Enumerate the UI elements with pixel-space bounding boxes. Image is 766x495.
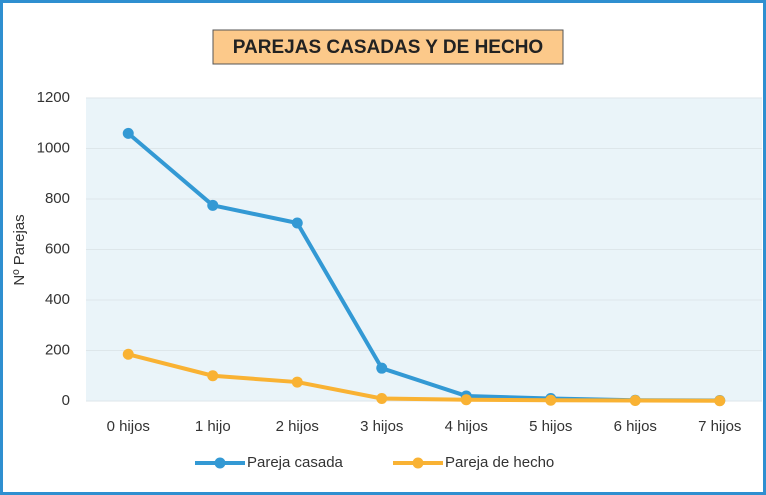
data-point	[714, 395, 726, 407]
y-tick-label: 1000	[37, 139, 70, 156]
series-line	[127, 352, 720, 403]
data-point	[460, 394, 472, 406]
y-tick-label: 800	[45, 190, 70, 207]
x-tick-label: 7 hijos	[698, 418, 741, 435]
x-tick-label: 4 hijos	[445, 418, 488, 435]
y-tick-label: 1200	[37, 89, 70, 106]
x-tick-label: 0 hijos	[107, 418, 150, 435]
y-tick-label: 0	[62, 392, 70, 409]
x-tick-label: 5 hijos	[529, 418, 572, 435]
y-axis-label: Nº Parejas	[11, 214, 28, 285]
x-tick-label: 6 hijos	[614, 418, 657, 435]
data-point	[376, 362, 388, 374]
y-tick-label: 200	[45, 341, 70, 358]
title-box	[212, 29, 564, 65]
x-tick-label: 3 hijos	[360, 418, 403, 435]
x-tick-label: 2 hijos	[276, 418, 319, 435]
data-point	[207, 370, 219, 382]
legend-label: Pareja casada	[247, 454, 344, 471]
legend-label: Pareja de hecho	[445, 454, 554, 471]
data-point	[291, 217, 303, 229]
chart-title: PAREJAS CASADAS Y DE HECHO	[233, 37, 543, 58]
data-point	[545, 394, 557, 406]
data-point	[376, 392, 388, 404]
data-point	[122, 127, 134, 139]
data-point	[122, 348, 134, 360]
y-tick-label: 600	[45, 240, 70, 257]
y-tick-label: 400	[45, 291, 70, 308]
x-tick-label: 1 hijo	[195, 418, 231, 435]
data-point	[291, 376, 303, 388]
data-point	[629, 394, 641, 406]
legend-marker	[214, 457, 226, 469]
data-point	[207, 199, 219, 211]
legend-marker	[412, 457, 424, 469]
